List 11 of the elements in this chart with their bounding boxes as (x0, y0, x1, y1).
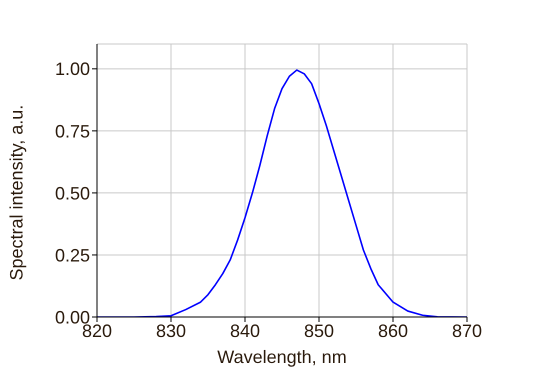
x-tick-label: 870 (452, 320, 482, 341)
y-tick-label: 1.00 (54, 59, 90, 80)
x-tick-label: 850 (304, 320, 334, 341)
y-tick-label: 0.25 (54, 245, 90, 266)
x-axis-title: Wavelength, nm (217, 347, 347, 367)
y-tick-label: 0.75 (54, 121, 90, 142)
x-tick-label: 860 (378, 320, 408, 341)
x-tick-label: 830 (156, 320, 186, 341)
y-axis-title: Spectral intensity, a.u. (6, 104, 26, 280)
x-tick-label: 840 (230, 320, 260, 341)
y-tick-label: 0.50 (54, 183, 90, 204)
